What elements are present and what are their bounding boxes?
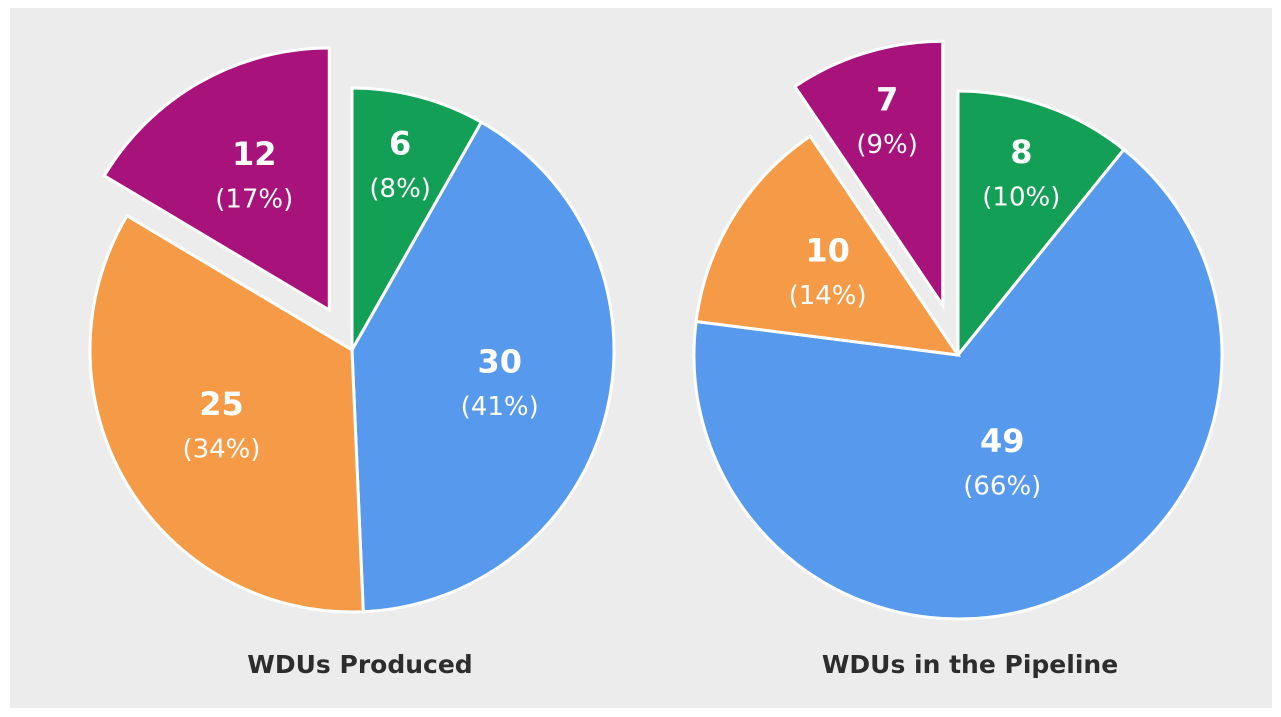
value-label: 8 [1010, 133, 1032, 171]
pie-slice [88, 213, 365, 614]
pie-slice [350, 120, 616, 614]
value-label: 49 [980, 422, 1025, 460]
pie-slice [792, 39, 945, 311]
pie-slice [692, 147, 1224, 621]
pie-slice [694, 134, 962, 357]
pie-slice [956, 89, 1126, 360]
value-label: 7 [876, 81, 898, 119]
percent-label: (66%) [963, 472, 1041, 502]
value-label: 12 [232, 135, 277, 173]
percent-label: (17%) [215, 184, 293, 214]
value-label: 6 [389, 125, 411, 163]
percent-label: (10%) [982, 182, 1060, 212]
percent-label: (41%) [461, 392, 539, 422]
percent-label: (34%) [182, 434, 260, 464]
percent-label: (14%) [789, 281, 867, 311]
percent-label: (8%) [369, 174, 431, 204]
pie-slice [350, 86, 484, 356]
value-label: 10 [805, 232, 850, 270]
chart-title: WDUs Produced [247, 650, 472, 679]
percent-label: (9%) [856, 130, 918, 160]
value-label: 25 [199, 385, 244, 423]
pie-slice [102, 46, 331, 313]
chart-title: WDUs in the Pipeline [822, 650, 1118, 679]
value-label: 30 [477, 343, 522, 381]
